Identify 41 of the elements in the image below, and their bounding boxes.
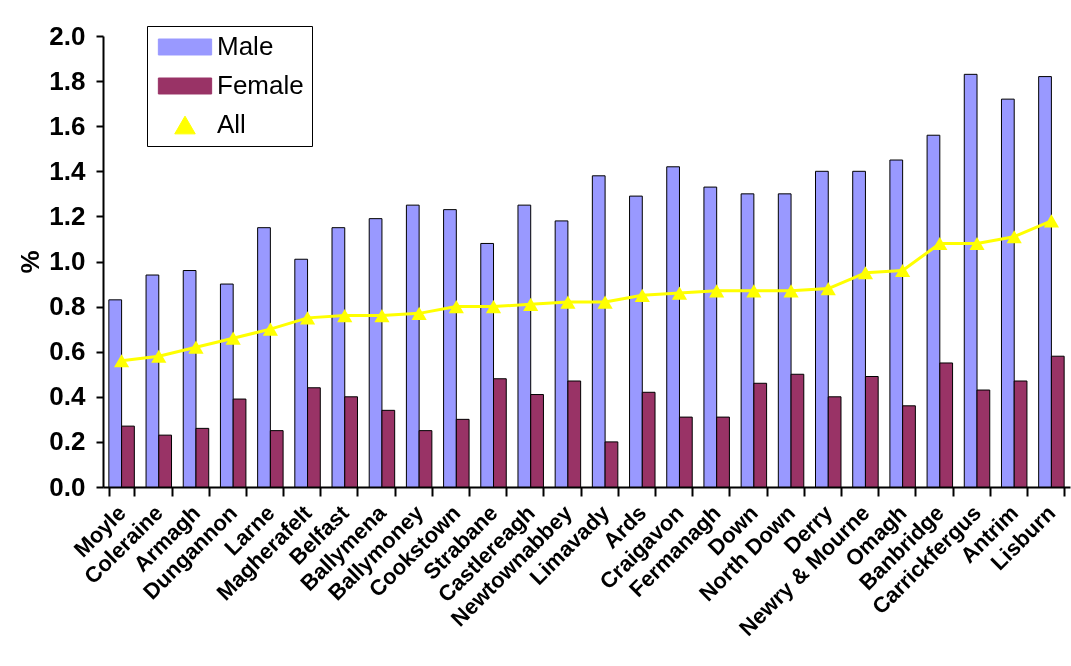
point	[969, 236, 985, 251]
point	[523, 297, 539, 311]
point	[932, 236, 948, 251]
y-tick-label: 0.8	[49, 291, 86, 322]
y-tick-label: 1.2	[49, 200, 86, 231]
point	[857, 266, 874, 280]
point	[337, 309, 353, 323]
legend-label: All	[217, 109, 246, 139]
point	[671, 286, 688, 300]
point	[188, 340, 204, 354]
point	[597, 295, 613, 309]
point	[411, 306, 427, 320]
point	[114, 354, 130, 368]
point	[485, 300, 502, 314]
point	[634, 288, 650, 302]
point	[783, 284, 799, 298]
y-tick-label: 0.6	[49, 336, 86, 367]
point	[151, 349, 167, 363]
point	[1006, 230, 1022, 244]
y-tick-label: 0.2	[49, 426, 86, 457]
point	[709, 284, 725, 298]
y-tick-label: 2.0	[49, 20, 86, 51]
legend-label: Male	[217, 31, 274, 61]
y-tick-label: 0.0	[49, 471, 86, 502]
y-tick-label: 1.0	[49, 246, 86, 276]
y-tick-label: 0.4	[49, 381, 87, 412]
point	[1043, 214, 1059, 228]
point	[299, 311, 316, 325]
point	[820, 281, 836, 296]
point	[746, 284, 762, 298]
y-tick-label: 1.8	[49, 65, 86, 96]
y-tick-label: 1.6	[49, 110, 86, 141]
point	[895, 263, 911, 278]
point	[374, 309, 390, 323]
point	[560, 295, 576, 309]
y-axis-title: %	[15, 250, 46, 274]
y-tick-label: 1.4	[49, 155, 87, 186]
point	[262, 322, 278, 336]
point	[448, 300, 464, 314]
legend-label: Female	[217, 70, 304, 100]
point	[225, 331, 241, 345]
